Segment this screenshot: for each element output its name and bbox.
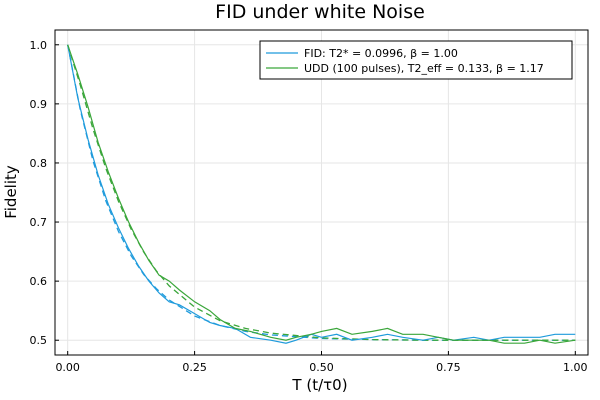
y-tick-label: 0.5 [30,334,48,347]
x-tick-label: 0.50 [309,361,334,374]
y-tick-label: 0.6 [30,275,48,288]
x-tick-label: 1.00 [563,361,588,374]
x-tick-label: 0.25 [182,361,207,374]
legend: FID: T2* = 0.0996, β = 1.00 UDD (100 puls… [259,40,573,80]
y-tick-label: 0.7 [30,216,48,229]
series-line-1 [67,44,576,344]
series-line-2 [67,44,576,344]
y-tick-label: 0.8 [30,157,48,170]
x-tick-label: 0.75 [436,361,461,374]
chart-title: FID under white Noise [215,1,425,23]
legend-label-2: UDD (100 pulses), T2_eff = 0.133, β = 1.… [304,62,544,75]
x-axis-label: T (t/τ0) [291,376,347,394]
legend-label-1: FID: T2* = 0.0996, β = 1.00 [304,47,458,60]
y-tick-label: 0.9 [30,98,48,111]
legend-box [259,40,573,80]
series-lines [67,44,576,344]
x-tick-label: 0.00 [55,361,80,374]
y-axis-label: Fidelity [2,165,20,219]
ticks: 0.00 0.25 0.50 0.75 1.00 0.5 0.6 0.7 0.8 0.9 1.0 [30,39,588,374]
y-tick-label: 1.0 [30,39,48,52]
